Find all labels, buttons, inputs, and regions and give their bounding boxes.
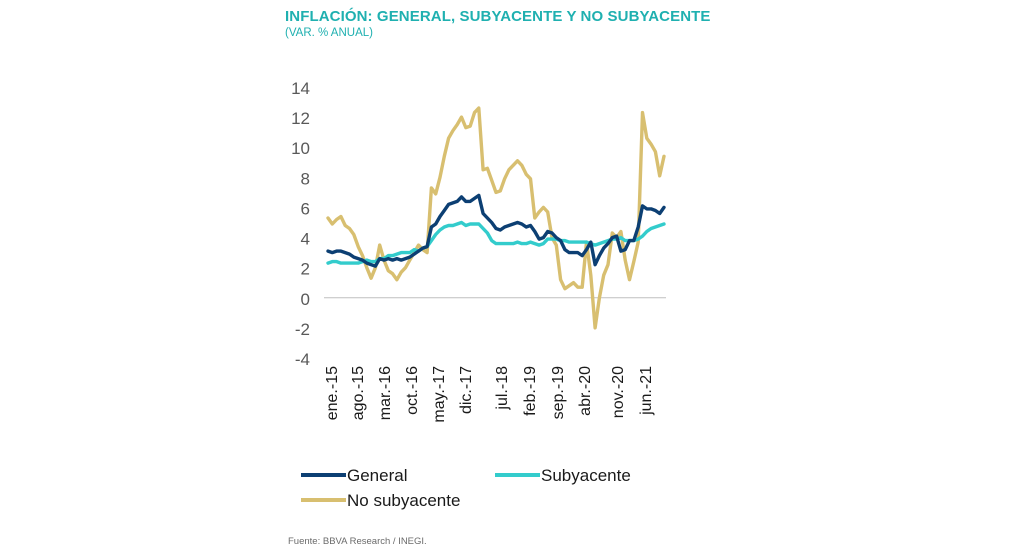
source-note: Fuente: BBVA Research / INEGI. — [288, 536, 427, 547]
y-tick-label: -2 — [295, 320, 310, 339]
x-tick-label: oct.-16 — [404, 366, 421, 415]
series-line-no-subyacente — [326, 106, 666, 330]
y-tick-label: 10 — [291, 139, 310, 158]
series-line-general — [326, 193, 666, 268]
y-tick-label: 14 — [291, 79, 310, 98]
x-tick-label: may.-17 — [431, 366, 448, 423]
chart-title: INFLACIÓN: GENERAL, SUBYACENTE Y NO SUBY… — [285, 8, 711, 25]
legend-item: Subyacente — [495, 466, 631, 485]
x-tick-label: mar.-16 — [377, 366, 394, 420]
x-tick-label: jul.-18 — [494, 366, 511, 411]
legend-label: General — [347, 466, 407, 485]
legend-label: Subyacente — [541, 466, 631, 485]
x-tick-label: jun.-21 — [638, 366, 655, 416]
y-tick-label: 6 — [301, 199, 310, 218]
y-tick-label: 8 — [301, 169, 310, 188]
y-tick-label: 2 — [301, 260, 310, 279]
legend-item: No subyacente — [301, 491, 460, 510]
y-tick-label: 4 — [301, 230, 310, 249]
x-tick-label: ago.-15 — [350, 366, 367, 420]
x-tick-label: feb.-19 — [522, 366, 539, 416]
x-tick-label: nov.-20 — [610, 366, 627, 418]
x-tick-label: sep.-19 — [550, 366, 567, 419]
y-tick-label: 0 — [301, 290, 310, 309]
y-tick-label: -4 — [295, 350, 310, 369]
legend-label: No subyacente — [347, 491, 460, 510]
y-tick-label: 12 — [291, 109, 310, 128]
x-tick-label: dic.-17 — [458, 366, 475, 414]
x-tick-label: abr.-20 — [577, 366, 594, 416]
legend-item: General — [301, 466, 407, 485]
x-tick-label: ene.-15 — [324, 366, 341, 420]
chart-subtitle: (VAR. % ANUAL) — [285, 27, 373, 39]
